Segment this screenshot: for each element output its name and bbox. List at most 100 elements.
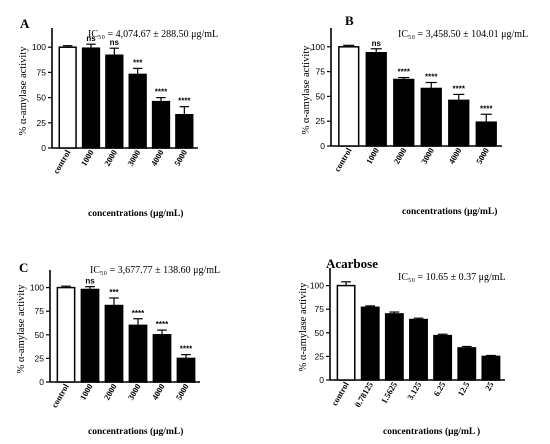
bar	[104, 304, 124, 383]
significance-label: ns	[85, 277, 95, 286]
y-tick-label: 50	[316, 91, 326, 101]
category-label: 2000	[391, 146, 408, 166]
category-label: 5000	[172, 148, 189, 168]
bar	[80, 288, 100, 383]
y-tick-label: 25	[316, 116, 326, 126]
bar	[81, 47, 101, 149]
category-label: 5000	[474, 146, 491, 166]
category-label: 12.5	[455, 380, 471, 398]
bar	[175, 113, 194, 149]
category-label: 3.125	[405, 380, 423, 402]
y-tick-label: 50	[37, 93, 47, 103]
ic50-annotation: IC₅₀ = 4,074.67 ± 288.50 μg/mL	[88, 29, 218, 40]
ic50-annotation: IC₅₀ = 10.65 ± 0.37 μg/mL	[398, 272, 506, 283]
bar	[365, 52, 387, 147]
bar	[384, 313, 404, 381]
y-tick-label: 75	[35, 306, 45, 316]
bar	[393, 78, 415, 147]
significance-label: ****	[398, 68, 411, 77]
category-label: 1000	[79, 148, 96, 168]
category-label: control	[332, 145, 354, 173]
y-axis-title: % α-amylase activity	[298, 282, 309, 372]
category-label: 1.5625	[379, 380, 399, 405]
bar	[475, 121, 497, 147]
category-label: 2000	[102, 148, 119, 168]
ic50-annotation: IC₅₀ = 3,458.50 ± 104.01 μg/mL	[398, 29, 528, 40]
y-tick-label: 25	[35, 353, 45, 363]
bar	[151, 100, 171, 149]
significance-label: ***	[109, 288, 119, 297]
category-label: 4000	[149, 148, 166, 168]
y-tick-label: 0	[41, 143, 46, 153]
significance-label: ns	[372, 39, 382, 48]
significance-label: ****	[480, 104, 493, 113]
panel-label: A	[20, 16, 30, 31]
x-axis-title: concentrations (μg/mL)	[402, 206, 497, 217]
significance-label: ****	[425, 73, 438, 82]
y-axis-title: % α-amylase activity	[301, 45, 312, 135]
y-tick-label: 75	[316, 67, 326, 77]
significance-label: ****	[155, 88, 168, 97]
chart-panel-1: A IC₅₀ = 4,074.67 ± 288.50 μg/mL 0 25 50 75 10…	[18, 16, 218, 219]
category-label: 25	[483, 380, 496, 392]
ic50-annotation: IC₅₀ = 3,677.77 ± 138.60 μg/mL	[90, 265, 220, 276]
y-axis-title: % α-amylase activity	[16, 284, 27, 374]
x-axis-title: concentrations (μg/mL)	[88, 208, 183, 219]
bar-control	[338, 46, 360, 147]
bar	[152, 334, 172, 383]
category-label: 6.25	[431, 380, 447, 398]
category-label: 3000	[125, 148, 142, 168]
y-tick-label: 100	[32, 42, 46, 52]
significance-label: ****	[453, 84, 466, 93]
category-label: control	[49, 381, 71, 409]
significance-label: ****	[180, 345, 193, 354]
bar	[128, 73, 147, 149]
chart-panel-4: Acarbose IC₅₀ = 10.65 ± 0.37 μg/mL 0 25 50 75…	[298, 256, 506, 437]
category-label: control	[51, 147, 73, 175]
x-axis-title: concentrations (μg/mL )	[383, 426, 480, 437]
y-tick-label: 25	[37, 118, 47, 128]
bar-control	[58, 46, 77, 149]
bar	[420, 87, 442, 147]
chart-panel-2: B IC₅₀ = 3,458.50 ± 104.01 μg/mL 0 25 50 75 10…	[301, 13, 528, 217]
category-label: 2000	[102, 382, 119, 402]
bar-control	[336, 284, 356, 381]
bar	[409, 318, 428, 381]
y-tick-label: 25	[315, 351, 325, 361]
y-tick-label: 50	[315, 328, 325, 338]
y-tick-label: 0	[319, 375, 324, 385]
category-label: 4000	[446, 146, 463, 166]
significance-label: ns	[86, 34, 96, 43]
bar	[105, 54, 124, 149]
bar	[448, 99, 470, 147]
category-label: 1000	[78, 382, 95, 402]
y-tick-label: 100	[30, 283, 44, 293]
category-label: 3000	[419, 146, 436, 166]
y-tick-label: 100	[311, 42, 325, 52]
significance-label: ****	[132, 309, 145, 318]
category-label: 4000	[150, 382, 167, 402]
significance-label: ***	[133, 58, 143, 67]
y-tick-label: 0	[320, 141, 325, 151]
significance-label: ****	[178, 97, 191, 106]
category-label: 1000	[364, 146, 381, 166]
significance-label: ****	[156, 320, 169, 329]
bar	[176, 357, 196, 383]
y-tick-label: 75	[37, 67, 47, 77]
category-label: 3000	[126, 382, 143, 402]
category-label: control	[329, 379, 351, 407]
y-tick-label: 75	[315, 304, 325, 314]
y-tick-label: 100	[310, 281, 324, 291]
y-axis-title: % α-amylase activity	[18, 46, 29, 136]
bar-control	[56, 286, 76, 383]
bar	[360, 306, 380, 381]
panel-label: Acarbose	[326, 256, 378, 271]
panel-label: B	[345, 13, 354, 28]
bar	[433, 334, 453, 381]
chart-panel-3: C IC₅₀ = 3,677.77 ± 138.60 μg/mL 0 25 50 75 10…	[16, 260, 220, 437]
category-label: 0.78125	[352, 380, 374, 409]
category-label: 5000	[174, 382, 191, 402]
y-tick-label: 0	[39, 377, 44, 387]
x-axis-title: concentrations (μg/mL)	[88, 426, 183, 437]
